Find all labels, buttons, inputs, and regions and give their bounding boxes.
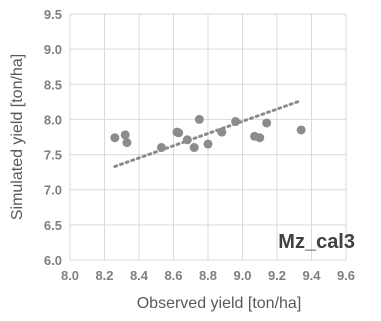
data-point	[120, 130, 130, 140]
x-tick-label: 9.2	[268, 268, 286, 283]
y-axis-title: Simulated yield [ton/ha]	[9, 54, 26, 220]
data-point	[255, 133, 265, 143]
x-tick-label: 8.8	[199, 268, 217, 283]
data-point	[122, 138, 132, 148]
data-point	[296, 125, 306, 135]
data-point	[231, 117, 241, 127]
data-point	[174, 128, 184, 138]
y-tick-label: 6.5	[44, 218, 62, 233]
x-tick-label: 9.0	[233, 268, 251, 283]
data-points	[110, 114, 306, 153]
x-tick-label: 8.4	[130, 268, 149, 283]
data-point	[110, 133, 120, 143]
data-point	[156, 143, 166, 153]
data-point	[194, 114, 204, 124]
x-tick-label: 9.6	[337, 268, 355, 283]
y-tick-label: 8.0	[44, 112, 62, 127]
y-tick-label: 9.5	[44, 7, 62, 22]
data-point	[262, 118, 272, 128]
y-tick-label: 9.0	[44, 42, 62, 57]
y-tick-label: 7.0	[44, 183, 62, 198]
data-point	[182, 135, 192, 145]
tick-labels: 6.0 6.5 7.0 7.5 8.0 8.5 9.0 9.5 8.0 8.2 8.4 8.6 8.8 9…	[44, 7, 355, 283]
x-tick-label: 8.6	[164, 268, 182, 283]
trendline-layer	[113, 99, 301, 169]
linear-trendline	[113, 99, 301, 169]
x-tick-label: 8.0	[61, 268, 79, 283]
x-tick-label: 9.4	[302, 268, 321, 283]
y-tick-label: 6.0	[44, 253, 62, 268]
y-tick-label: 7.5	[44, 148, 62, 163]
grid-lines	[69, 13, 347, 261]
data-point	[203, 139, 213, 149]
x-tick-label: 8.2	[95, 268, 113, 283]
y-tick-label: 8.5	[44, 77, 62, 92]
data-point	[217, 127, 227, 137]
chart-annotation: Mz_cal3	[278, 231, 355, 253]
data-point	[189, 143, 199, 153]
x-axis-title: Observed yield [ton/ha]	[137, 295, 302, 312]
